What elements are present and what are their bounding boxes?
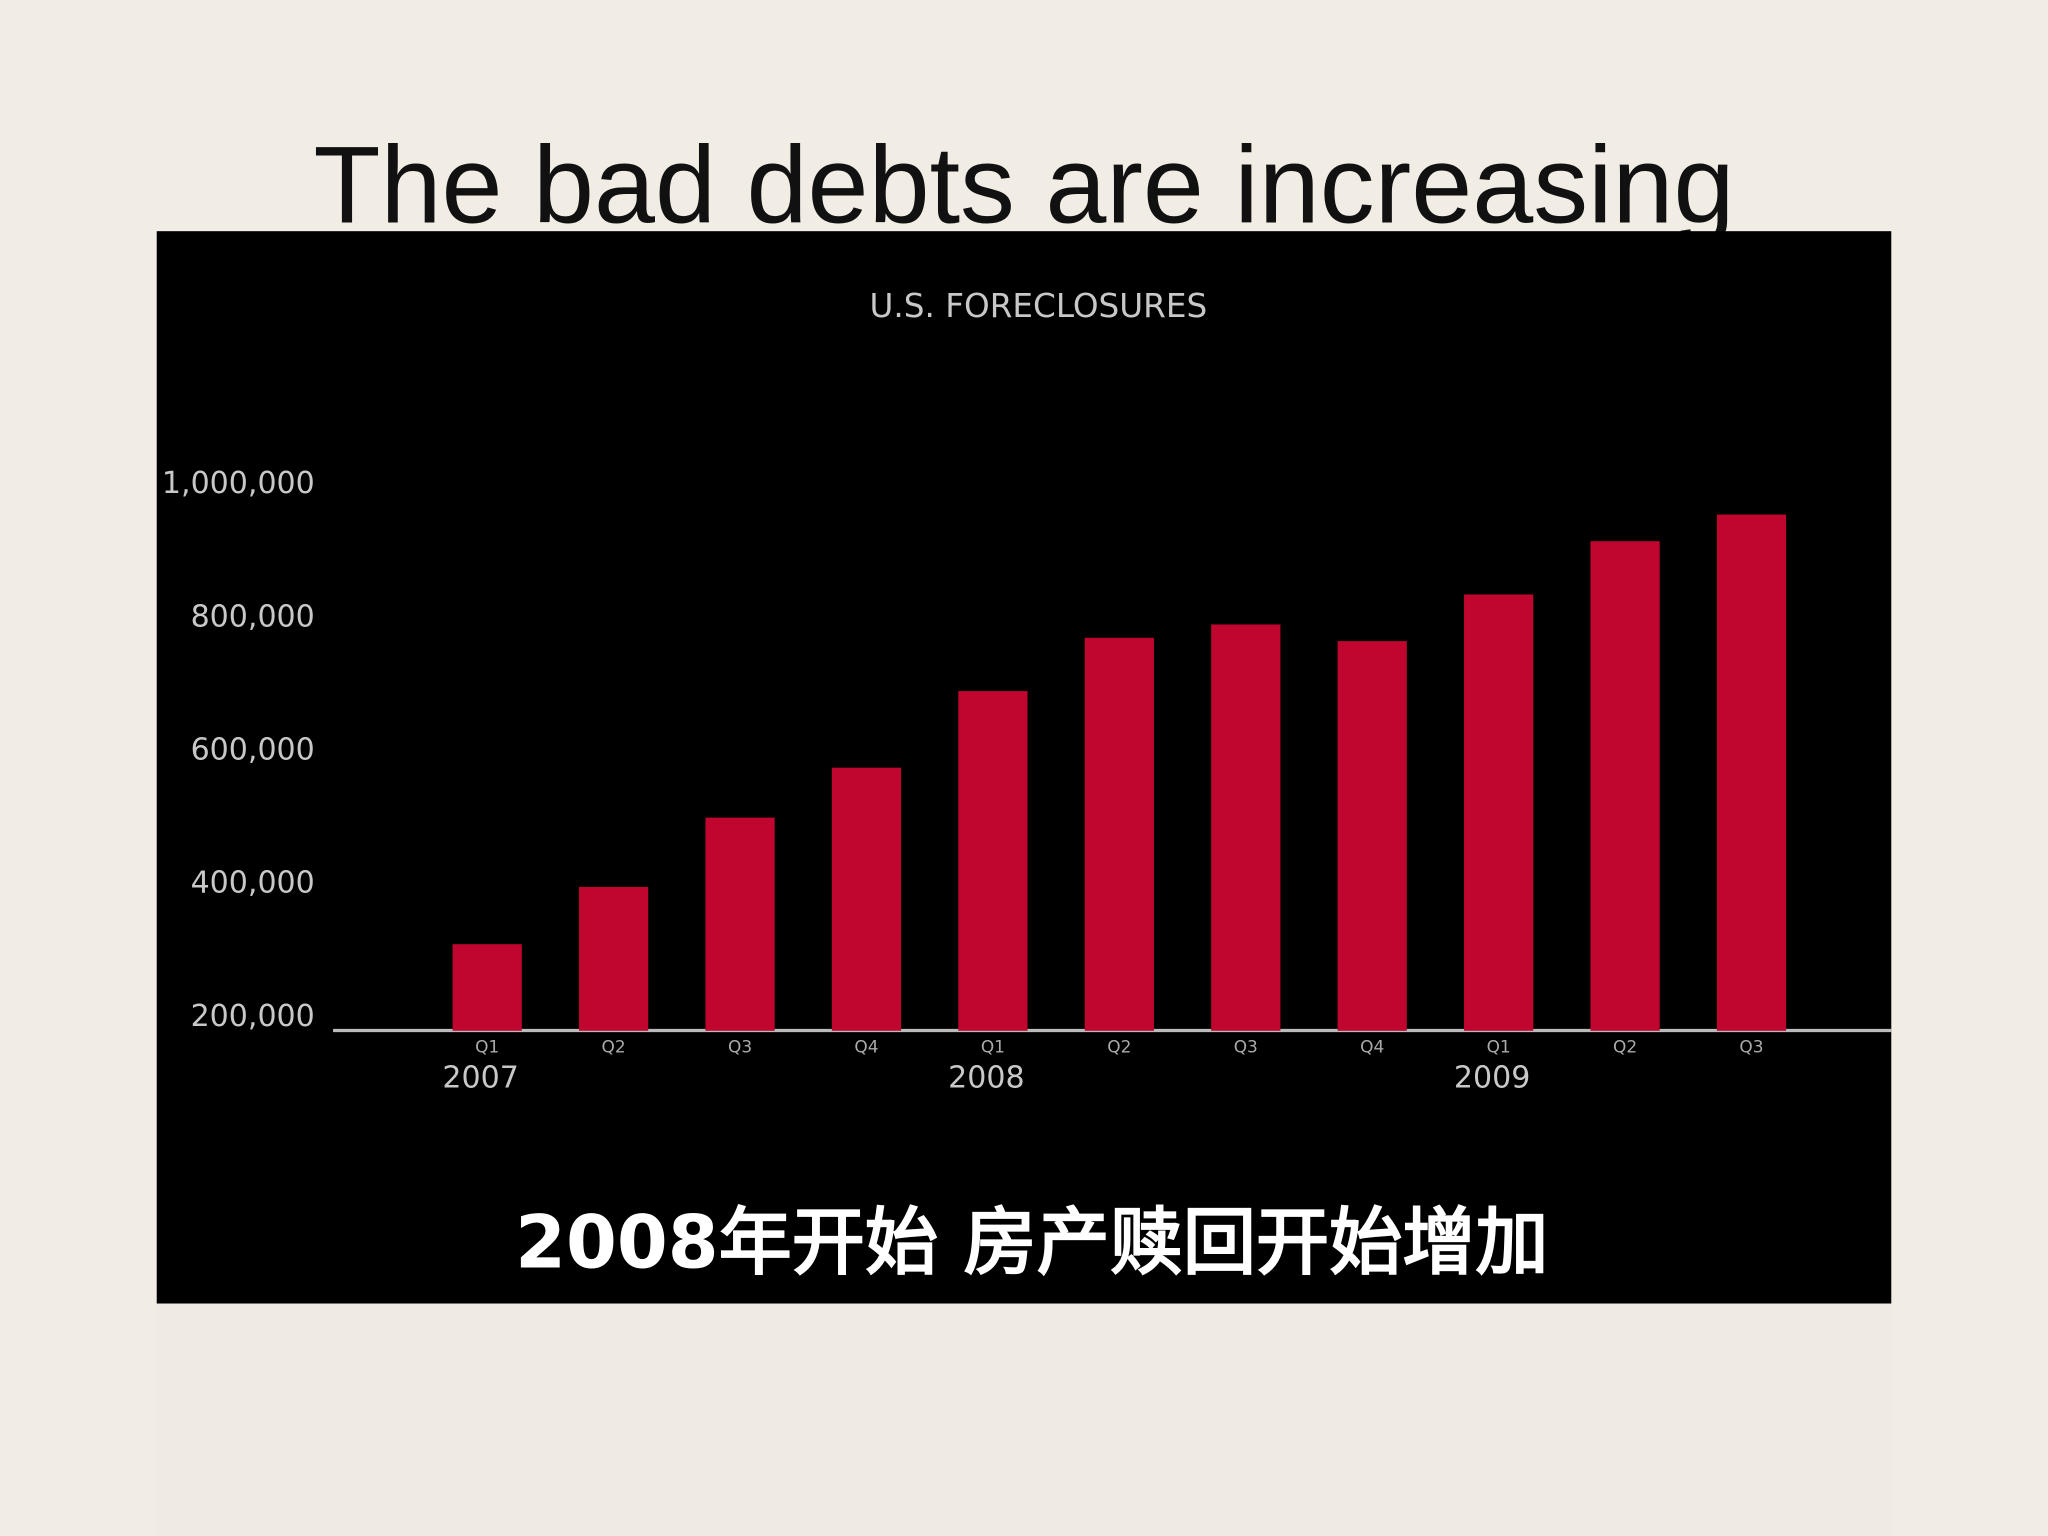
bar	[452, 944, 522, 1031]
x-tick-label: Q3	[1739, 1038, 1763, 1058]
x-tick-label: Q1	[981, 1038, 1005, 1058]
y-tick-label: 800,000	[191, 599, 315, 634]
bar	[579, 886, 649, 1031]
x-tick-label: Q1	[1487, 1038, 1511, 1058]
bar	[1337, 641, 1407, 1031]
bar	[1716, 514, 1787, 1031]
x-tick-label: Q4	[1360, 1038, 1384, 1058]
x-group-label: 2008	[948, 1060, 1024, 1095]
y-tick-label: 200,000	[191, 999, 315, 1034]
x-tick-label: Q1	[475, 1038, 499, 1058]
x-tick-label: Q2	[1613, 1038, 1637, 1058]
x-group-label: 2007	[442, 1060, 518, 1095]
x-group-label: 2009	[1454, 1060, 1530, 1095]
slide-title: The bad debts are increasing	[314, 124, 1735, 246]
bar	[1084, 637, 1154, 1031]
y-tick-label: 1,000,000	[162, 466, 315, 501]
x-tick-label: Q2	[602, 1038, 626, 1058]
bar	[958, 691, 1028, 1031]
y-tick-label: 400,000	[191, 866, 315, 901]
bar	[705, 817, 775, 1031]
bar	[831, 767, 902, 1031]
chart-title: U.S. FORECLOSURES	[870, 287, 1208, 325]
y-tick-label: 600,000	[191, 733, 315, 768]
slide-lower-panel	[156, 1303, 1892, 1536]
x-tick-label: Q4	[854, 1038, 878, 1058]
caption: 2008年开始 房产赎回开始增加	[515, 1200, 1548, 1285]
bar	[1590, 541, 1660, 1031]
x-tick-label: Q3	[1234, 1038, 1258, 1058]
x-tick-label: Q2	[1107, 1038, 1131, 1058]
x-tick-label: Q3	[728, 1038, 752, 1058]
bar	[1464, 594, 1534, 1031]
bar	[1211, 624, 1281, 1031]
